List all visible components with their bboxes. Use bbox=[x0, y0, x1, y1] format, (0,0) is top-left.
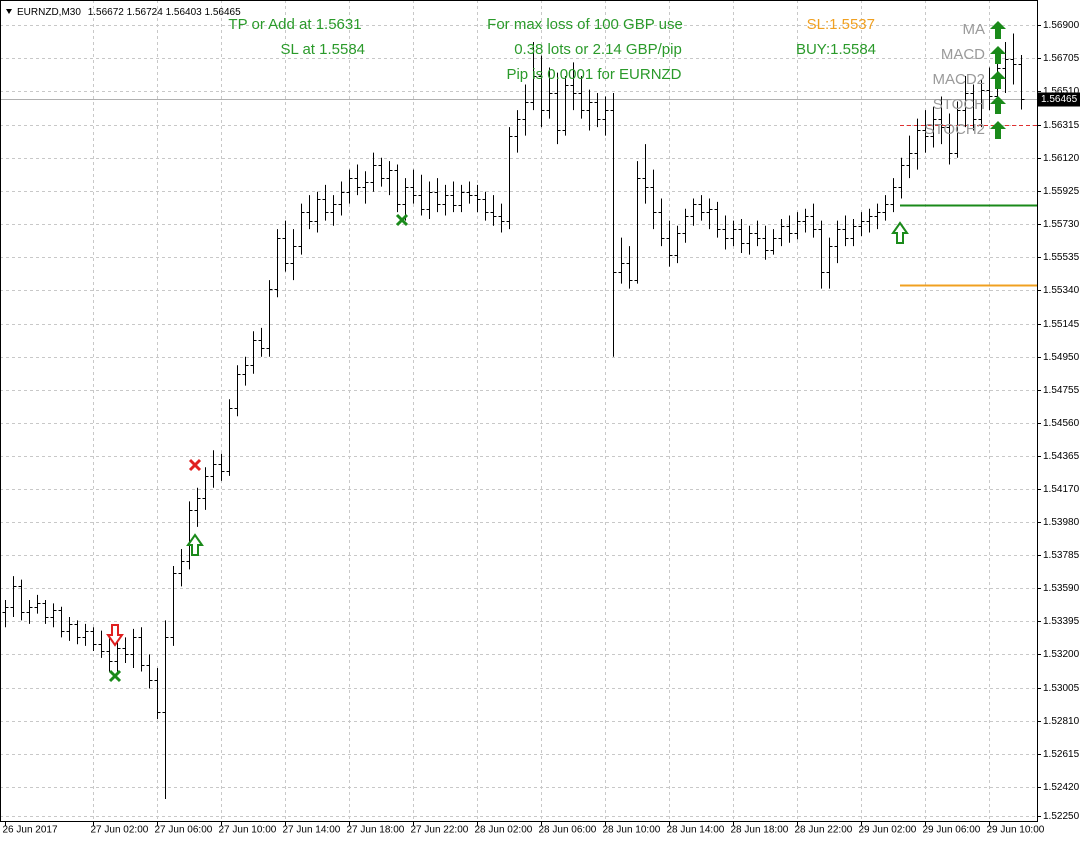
y-tick-label: 1.54755 bbox=[1043, 385, 1080, 396]
y-tick-label: 1.56510 bbox=[1043, 86, 1080, 97]
y-tick-label: 1.54170 bbox=[1043, 484, 1080, 495]
y-tick-label: 1.53785 bbox=[1043, 550, 1080, 561]
y-tick-label: 1.55730 bbox=[1043, 219, 1080, 230]
signal-label: MACD bbox=[941, 46, 985, 63]
signals: MA MACD MACD2 STOCH STOCH2 bbox=[924, 21, 1006, 139]
x-tick-label: 27 Jun 22:00 bbox=[411, 825, 469, 836]
y-tick-label: 1.54365 bbox=[1043, 451, 1080, 462]
x-tick-label: 27 Jun 02:00 bbox=[91, 825, 149, 836]
buy-level-text: BUY:1.5584 bbox=[796, 41, 876, 58]
y-tick-label: 1.53980 bbox=[1043, 517, 1080, 528]
x-tick-label: 29 Jun 06:00 bbox=[923, 825, 981, 836]
x-tick-label: 28 Jun 10:00 bbox=[603, 825, 661, 836]
y-tick-label: 1.52420 bbox=[1043, 782, 1080, 793]
price-tag bbox=[1037, 92, 1080, 107]
pip-text: Pip is 0.0001 for EURNZD bbox=[506, 66, 681, 83]
buy-arrow bbox=[186, 533, 204, 556]
x-tick-label: 27 Jun 14:00 bbox=[283, 825, 341, 836]
x-tick-label: 27 Jun 10:00 bbox=[219, 825, 277, 836]
y-tick-label: 1.52810 bbox=[1043, 716, 1080, 727]
bars bbox=[2, 33, 1025, 800]
grid bbox=[0, 0, 1037, 822]
sl-text: SL at 1.5584 bbox=[280, 41, 365, 58]
tp-text: TP or Add at 1.5631 bbox=[228, 16, 361, 33]
header: EURNZD,M30 1.56672 1.56724 1.56403 1.564… bbox=[17, 7, 241, 18]
sl-level-text: SL:1.5537 bbox=[807, 16, 875, 33]
x-tick-label: 29 Jun 02:00 bbox=[859, 825, 917, 836]
exit-mark bbox=[108, 669, 122, 683]
y-tick-label: 1.55535 bbox=[1043, 252, 1080, 263]
x-tick-label: 27 Jun 18:00 bbox=[347, 825, 405, 836]
lots-text: 0.38 lots or 2.14 GBP/pip bbox=[514, 41, 682, 58]
y-tick-label: 1.55340 bbox=[1043, 285, 1080, 296]
risk-text: For max loss of 100 GBP use bbox=[487, 16, 683, 33]
y-tick-label: 1.54950 bbox=[1043, 352, 1080, 363]
y-tick-label: 1.52615 bbox=[1043, 749, 1080, 760]
signal-arrow bbox=[990, 46, 1006, 64]
sell-arrow bbox=[106, 624, 124, 647]
signal-arrow bbox=[990, 121, 1006, 139]
x-tick-label: 29 Jun 10:00 bbox=[987, 825, 1045, 836]
y-tick-label: 1.55925 bbox=[1043, 186, 1080, 197]
y-tick-label: 1.56900 bbox=[1043, 20, 1080, 31]
signal-label: MACD2 bbox=[932, 71, 985, 88]
low: 1.56403 bbox=[166, 7, 203, 18]
axis: 1.56900 1.56705 1.56510 1.56315 1.56120 1.559… bbox=[3, 20, 1080, 836]
y-tick-label: 1.53395 bbox=[1043, 616, 1080, 627]
y-tick-label: 1.53005 bbox=[1043, 683, 1080, 694]
price-tag-label: 1.56465 bbox=[1041, 94, 1078, 105]
y-tick-label: 1.52250 bbox=[1043, 811, 1080, 822]
y-tick-label: 1.53200 bbox=[1043, 649, 1080, 660]
signal-arrow bbox=[990, 71, 1006, 89]
y-tick-label: 1.56120 bbox=[1043, 153, 1080, 164]
signal-label: MA bbox=[963, 21, 986, 38]
symbol: EURNZD,M30 bbox=[17, 7, 81, 18]
open: 1.56672 bbox=[88, 7, 125, 18]
y-tick-label: 1.53590 bbox=[1043, 583, 1080, 594]
trade-arrows bbox=[106, 213, 909, 683]
close: 1.56465 bbox=[205, 7, 242, 18]
buy-arrow bbox=[891, 221, 909, 244]
x-tick-label: 28 Jun 02:00 bbox=[475, 825, 533, 836]
y-tick-label: 1.56315 bbox=[1043, 120, 1080, 131]
y-tick-label: 1.56705 bbox=[1043, 53, 1080, 64]
x-tick-label: 28 Jun 18:00 bbox=[731, 825, 789, 836]
signal-label: STOCH2 bbox=[924, 121, 985, 138]
x-tick-label: 28 Jun 22:00 bbox=[795, 825, 853, 836]
exit-mark bbox=[188, 458, 202, 472]
x-tick-label: 28 Jun 14:00 bbox=[667, 825, 725, 836]
y-tick-label: 1.54560 bbox=[1043, 418, 1080, 429]
high: 1.56724 bbox=[127, 7, 164, 18]
x-tick-label: 26 Jun 2017 bbox=[3, 825, 58, 836]
plot-border bbox=[0, 0, 1038, 822]
signal-arrow bbox=[990, 21, 1006, 39]
x-tick-label: 28 Jun 06:00 bbox=[539, 825, 597, 836]
menu-triangle bbox=[6, 9, 12, 14]
signal-label: STOCH bbox=[933, 96, 985, 113]
levels bbox=[0, 99, 1037, 287]
exit-mark bbox=[395, 213, 409, 227]
y-tick-label: 1.55145 bbox=[1043, 319, 1080, 330]
signal-arrow bbox=[990, 96, 1006, 114]
x-tick-label: 27 Jun 06:00 bbox=[155, 825, 213, 836]
